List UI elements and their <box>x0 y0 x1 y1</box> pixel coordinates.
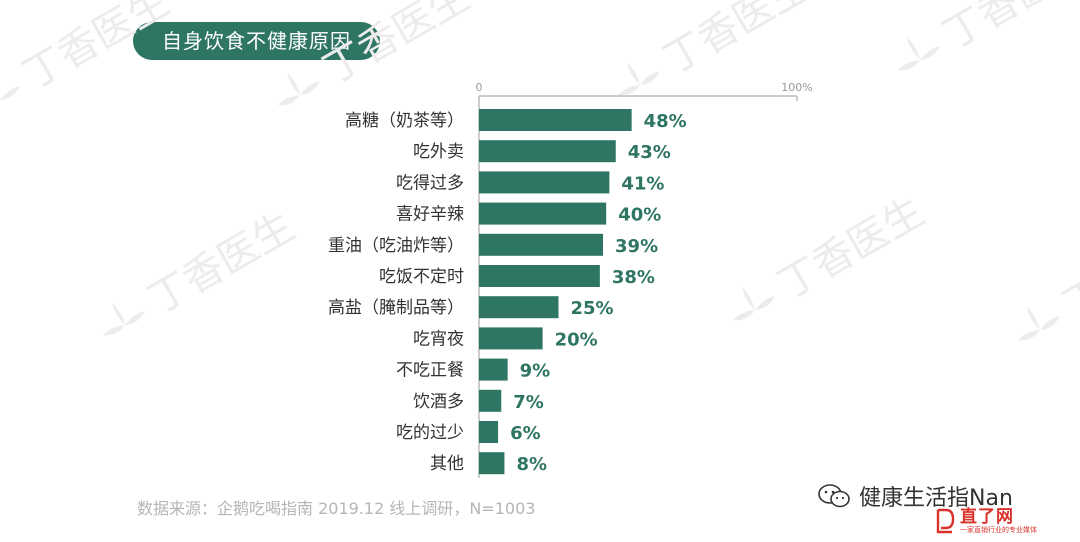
category-label: 吃得过多 <box>396 173 464 193</box>
watermark-flower-icon <box>742 287 755 310</box>
bar <box>479 327 543 350</box>
value-label: 7% <box>513 392 544 413</box>
value-label: 8% <box>516 454 547 475</box>
watermark-flower-icon <box>920 46 940 60</box>
watermark-flower-icon <box>287 72 300 95</box>
category-label: 高盐（腌制品等） <box>328 298 464 318</box>
site-logo: 直了网 一家直销行业的专业媒体 <box>935 508 1037 535</box>
watermark-text: 丁香医生 <box>140 204 302 324</box>
site-logo-name: 直了网 <box>960 507 1014 527</box>
watermark-text: 丁香医生 <box>1055 209 1080 329</box>
bar <box>479 296 559 319</box>
category-label: 饮酒多 <box>413 392 464 412</box>
category-label: 其他 <box>430 454 464 474</box>
watermark-flower-icon <box>103 325 125 336</box>
watermark-flower-icon <box>1018 330 1040 341</box>
value-label: 38% <box>612 267 655 288</box>
watermark: 丁香医生 <box>278 0 477 106</box>
x-tick-label: 0 <box>476 81 483 94</box>
category-label: 重油（吃油炸等） <box>328 236 464 256</box>
watermark-flower-icon <box>112 302 125 325</box>
bar <box>479 202 607 225</box>
wechat-account-name: 健康生活指Nan <box>859 486 1013 511</box>
category-label: 高糖（奶茶等） <box>345 111 464 131</box>
category-label: 吃的过少 <box>396 423 464 443</box>
bar <box>479 140 616 163</box>
wechat-account: 健康生活指Nan <box>817 480 1013 512</box>
watermark-flower-icon <box>125 311 145 325</box>
bar <box>479 171 610 194</box>
watermark: 丁香医生 <box>1018 209 1080 341</box>
watermark-flower-icon <box>733 310 755 321</box>
watermark-text: 丁香医生 <box>15 0 177 99</box>
x-tick-label: 100% <box>781 81 812 94</box>
bar <box>479 421 499 443</box>
bars: 高糖（奶茶等） 48% 吃外卖 43% 吃得过多 41% 喜好辛辣 40% 重油（吃油炸等） 39… <box>328 109 687 475</box>
watermark-flower-icon <box>627 62 640 85</box>
watermark-flower-icon <box>278 95 300 106</box>
wechat-icon <box>818 484 850 508</box>
data-source-note: 数据来源：企鹅吃喝指南 2019.12 线上调研，N=1003 <box>137 499 536 518</box>
watermark-flower-icon <box>640 71 660 85</box>
category-label: 吃宵夜 <box>413 329 464 349</box>
watermark: 丁香医生 <box>0 0 177 101</box>
category-label: 吃外卖 <box>413 142 464 162</box>
chart-title: 自身饮食不健康原因 <box>133 22 380 60</box>
bar <box>479 358 508 381</box>
watermark-text: 丁香医生 <box>655 0 817 84</box>
bar <box>479 452 505 475</box>
watermark-flower-icon <box>1027 307 1040 330</box>
watermark-text: 丁香医生 <box>935 0 1080 59</box>
bar <box>479 233 604 256</box>
watermark-flower-icon <box>898 60 920 71</box>
value-label: 9% <box>520 361 551 382</box>
bar <box>479 389 502 412</box>
value-label: 43% <box>628 142 671 163</box>
value-label: 20% <box>555 329 598 350</box>
value-label: 48% <box>644 111 687 132</box>
bar <box>479 265 600 287</box>
value-label: 25% <box>571 298 614 319</box>
watermark: 丁香医生 <box>733 189 932 321</box>
bar <box>479 109 632 131</box>
watermark-flower-icon <box>907 37 920 60</box>
watermark: 丁香医生 <box>103 204 302 336</box>
watermark-flower-icon <box>1040 316 1060 330</box>
watermark-text: 丁香医生 <box>770 189 932 309</box>
watermark-flower-icon <box>300 81 320 95</box>
watermark-flower-icon <box>0 86 20 100</box>
watermark-flower-icon <box>755 296 775 310</box>
watermark-text: 丁香医生 <box>315 0 477 94</box>
site-logo-icon <box>936 508 955 534</box>
watermark-flower-icon <box>618 85 640 96</box>
value-label: 41% <box>621 173 664 194</box>
value-label: 6% <box>510 423 541 444</box>
category-label: 不吃正餐 <box>396 361 464 381</box>
watermark: 丁香医生 <box>898 0 1080 71</box>
value-label: 40% <box>618 205 661 226</box>
category-label: 喜好辛辣 <box>396 205 464 225</box>
category-label: 吃饭不定时 <box>379 267 464 287</box>
site-logo-tagline: 一家直销行业的专业媒体 <box>960 526 1037 534</box>
value-label: 39% <box>615 236 658 257</box>
watermark-flower-icon <box>0 76 2 101</box>
